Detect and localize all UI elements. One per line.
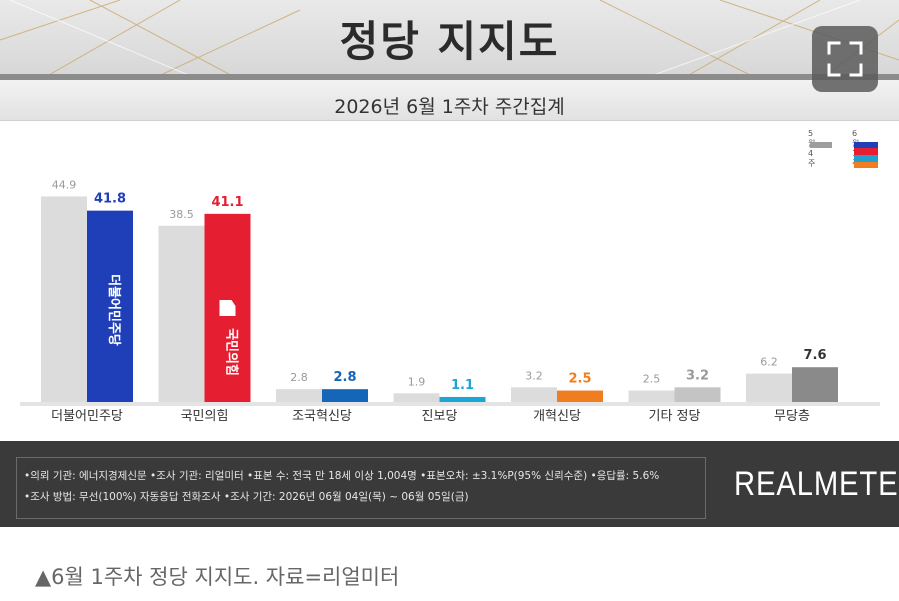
category-label-1: 국민의힘 [181, 409, 229, 424]
chart-subtitle: 2026년 6월 1주차 주간집계 [334, 96, 565, 118]
label-curr-3: 1.1 [451, 378, 474, 393]
label-curr-4: 2.5 [568, 372, 591, 387]
legend-swatch-curr [854, 142, 878, 168]
bar-curr-5 [674, 387, 721, 402]
legend-swatch-blue [854, 142, 878, 148]
bar-curr-0 [87, 210, 133, 402]
label-prev-3: 1.9 [408, 375, 426, 388]
subtitle-bar [0, 80, 899, 121]
bar-prev-2 [276, 389, 322, 402]
label-curr-1: 41.1 [211, 195, 243, 210]
bar-curr-4 [557, 390, 603, 402]
bar-prev-3 [393, 393, 440, 402]
chart-baseline [20, 402, 880, 406]
label-curr-5: 3.2 [686, 368, 709, 383]
bar-chart: 44.9 41.8 더불어민주당 38.5 41.1 국민의힘 2.8 2.8 조국혁신당 1.9… [20, 178, 880, 424]
label-curr-6: 7.6 [803, 348, 826, 363]
expand-button[interactable] [812, 26, 878, 92]
survey-note-line2: •조사 방법: 무선(100%) 자동응답 전화조사 •조사 기간: 2026년… [24, 491, 469, 503]
legend-swatch-red [854, 148, 878, 155]
title-divider [0, 74, 899, 80]
category-label-5: 기타 정당 [649, 409, 701, 424]
bar-prev-6 [746, 373, 792, 402]
label-prev-4: 3.2 [525, 369, 543, 382]
category-label-4: 개혁신당 [533, 409, 581, 424]
bar-prev-4 [511, 387, 557, 402]
legend-swatch-prev [810, 142, 832, 148]
image-caption: ▲6월 1주차 정당 지지도. 자료=리얼미터 [35, 565, 400, 589]
bar-curr-6 [792, 367, 838, 402]
category-label-3: 진보당 [422, 409, 458, 424]
label-prev-2: 2.8 [290, 371, 308, 384]
expand-icon [827, 41, 863, 77]
label-curr-0: 41.8 [94, 192, 126, 207]
bar-curr-2 [322, 389, 368, 402]
survey-notes-box [16, 457, 706, 519]
category-label-2: 조국혁신당 [292, 409, 352, 424]
chart-title: 정당 지지도 [339, 17, 560, 66]
legend-swatch-cyan [854, 155, 878, 162]
party-logo-ppp-mark [219, 300, 236, 316]
bar-prev-0 [41, 196, 87, 402]
chart-header: 정당 지지도 [0, 0, 899, 80]
label-prev-0: 44.9 [52, 178, 77, 191]
category-label-6: 무당층 [774, 409, 810, 424]
survey-note-line1: •의뢰 기관: 에너지경제신문 •조사 기관: 리얼미터 •표본 수: 전국 만… [24, 470, 660, 482]
party-logo-ppp: 국민의힘 [224, 328, 240, 376]
realmeter-logo: REALMETER [734, 465, 899, 503]
label-prev-5: 2.5 [643, 373, 661, 386]
bar-prev-5 [628, 390, 675, 402]
bar-curr-3 [439, 396, 486, 402]
category-label-0: 더불어민주당 [51, 409, 123, 424]
label-prev-1: 38.5 [169, 208, 194, 221]
footer [0, 441, 899, 527]
label-prev-6: 6.2 [760, 356, 778, 369]
party-logo-democratic: 더불어민주당 [106, 274, 122, 346]
legend-swatch-orange [854, 162, 878, 168]
label-curr-2: 2.8 [333, 370, 356, 385]
bar-prev-1 [158, 225, 205, 402]
